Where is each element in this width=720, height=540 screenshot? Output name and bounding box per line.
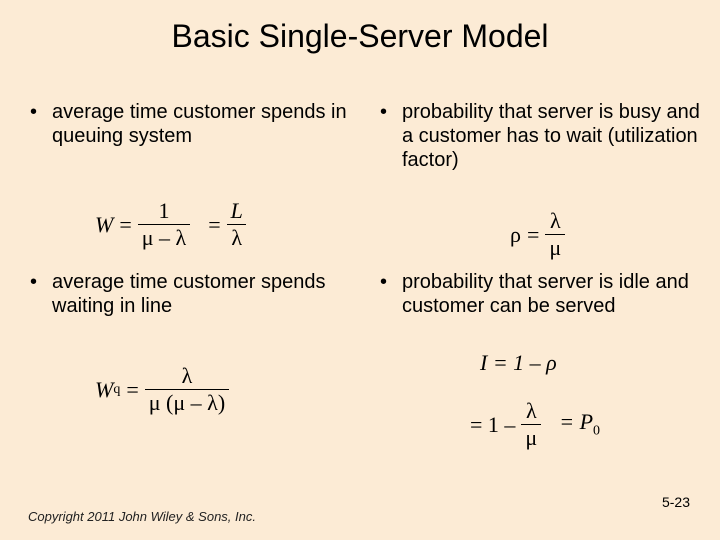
eq-rho-sym: ρ — [510, 222, 521, 248]
eq-rho: ρ = λ μ — [510, 210, 571, 259]
left-bullet-1: • average time customer spends in queuin… — [30, 100, 360, 148]
left-bullet-2-text: average time customer spends waiting in … — [52, 270, 360, 318]
eq-Wq-sub: q — [113, 382, 120, 398]
eq-I: I = 1 – ρ — [480, 350, 557, 376]
eq-rho-frac: λ μ — [545, 210, 565, 259]
page-number: 5-23 — [662, 494, 690, 510]
copyright: Copyright 2011 John Wiley & Sons, Inc. — [28, 509, 256, 524]
eq-W-frac1-den: μ – λ — [138, 224, 190, 249]
bullet-icon: • — [30, 270, 52, 294]
eq-Wq-frac: λ μ (μ – λ) — [145, 365, 229, 414]
eq-equals: = — [208, 212, 220, 238]
eq-W-frac1: 1 μ – λ — [138, 200, 190, 249]
eq-I2: = 1 – λ μ = P0 — [470, 400, 600, 449]
eq-W-frac2: L λ — [227, 200, 247, 249]
eq-rho-den: μ — [545, 234, 565, 259]
eq-Wq-num: λ — [178, 365, 197, 389]
eq-I2-num: λ — [522, 400, 541, 424]
slide: Basic Single-Server Model • average time… — [0, 0, 720, 540]
eq-Wq: Wq = λ μ (μ – λ) — [95, 365, 235, 414]
eq-I2-eqP: = P0 — [559, 409, 600, 439]
bullet-icon: • — [380, 270, 402, 294]
eq-W-frac2-num: L — [227, 200, 247, 224]
eq-I-text: I = 1 – ρ — [480, 350, 557, 376]
eq-equals: = — [126, 377, 138, 403]
right-bullet-1: • probability that server is busy and a … — [380, 100, 710, 172]
eq-rho-num: λ — [546, 210, 565, 234]
right-bullet-1-text: probability that server is busy and a cu… — [402, 100, 710, 172]
eq-I2-den: μ — [521, 424, 541, 449]
eq-Wq-W: W — [95, 377, 113, 403]
eq-I2-lhs: = 1 – — [470, 412, 515, 438]
eq-Wq-den: μ (μ – λ) — [145, 389, 229, 414]
right-bullet-2-text: probability that server is idle and cust… — [402, 270, 710, 318]
page-title: Basic Single-Server Model — [0, 18, 720, 55]
eq-W-frac1-num: 1 — [154, 200, 173, 224]
eq-I2-frac: λ μ — [521, 400, 541, 449]
eq-I2-zero: 0 — [593, 424, 600, 439]
left-bullet-2: • average time customer spends waiting i… — [30, 270, 360, 318]
eq-I2-P: = P — [559, 409, 593, 434]
bullet-icon: • — [380, 100, 402, 124]
eq-equals: = — [527, 222, 539, 248]
eq-W-lhs: W — [95, 212, 113, 238]
eq-equals: = — [119, 212, 131, 238]
eq-W: W = 1 μ – λ = L λ — [95, 200, 253, 249]
right-bullet-2: • probability that server is idle and cu… — [380, 270, 710, 318]
left-bullet-1-text: average time customer spends in queuing … — [52, 100, 360, 148]
bullet-icon: • — [30, 100, 52, 124]
eq-W-frac2-den: λ — [227, 224, 246, 249]
